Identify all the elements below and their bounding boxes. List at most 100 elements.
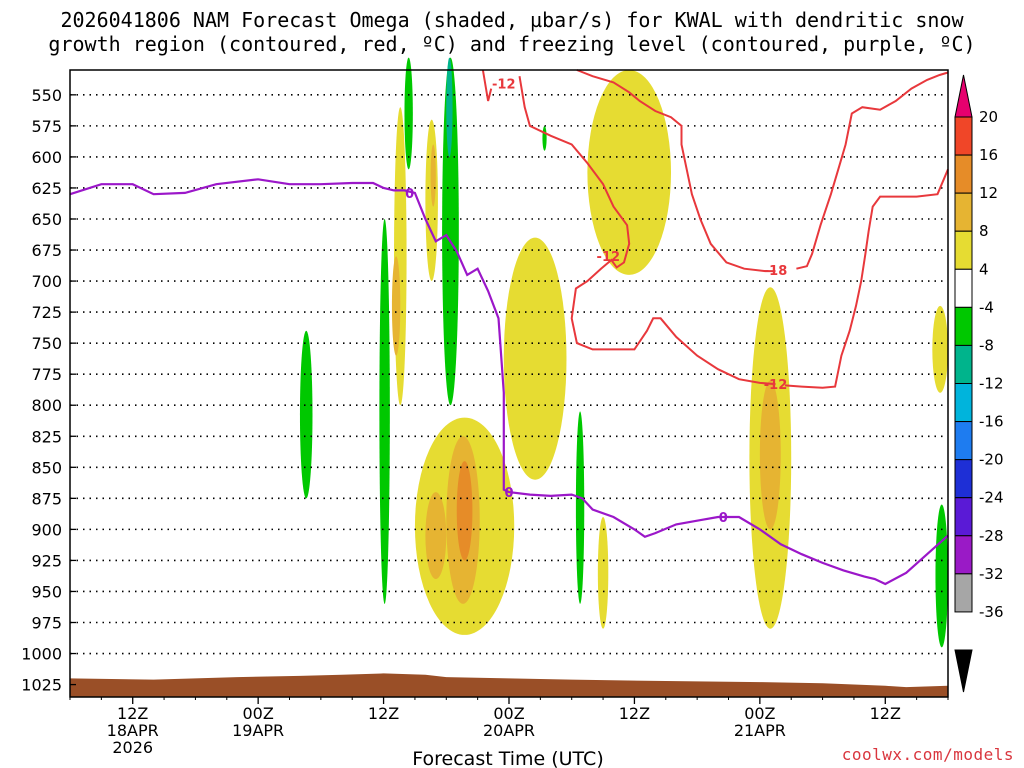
colorbar-bin-16-20	[954, 116, 973, 156]
colorbar-min-arrow	[954, 649, 973, 693]
omega-region-2	[404, 57, 413, 170]
colorbar-bin--32--28	[954, 535, 973, 575]
y-tick-label-975: 975	[31, 614, 62, 633]
y-tick-label-700: 700	[31, 272, 62, 291]
omega-region-3	[442, 57, 459, 406]
colorbar-bin--28--24	[954, 497, 973, 537]
x-tick-label-42-0: 00Z	[493, 704, 524, 723]
dgz-label-3: -12	[764, 378, 788, 393]
freezing-level-line	[69, 178, 949, 586]
omega-region-18	[425, 492, 447, 580]
omega-region-1	[379, 218, 390, 604]
omega-region-6	[575, 411, 585, 604]
dgz-contour-4	[796, 71, 949, 270]
dgz-contour-0	[481, 69, 493, 102]
site-credit: coolwx.com/models	[841, 745, 1014, 764]
y-tick-label-775: 775	[31, 365, 62, 384]
x-tick-label-54-0: 12Z	[619, 704, 650, 723]
colorbar-bin--8--4	[954, 306, 973, 346]
y-tick-label-925: 925	[31, 551, 62, 570]
colorbar-bin--4-4	[954, 268, 973, 308]
y-tick-label-850: 850	[31, 458, 62, 477]
omega-shading	[299, 57, 948, 648]
x-axis-title: Forecast Time (UTC)	[412, 748, 603, 768]
omega-region-11	[503, 237, 567, 480]
colorbar-bin--20--16	[954, 421, 973, 461]
colorbar-bin--36--32	[954, 573, 973, 613]
omega-region-9	[425, 119, 438, 282]
x-tick-label-18-1: 19APR	[232, 721, 284, 740]
x-tick-label-42-1: 20APR	[483, 721, 535, 740]
colorbar-label-16: 16	[979, 146, 998, 164]
terrain-fill	[70, 673, 948, 697]
colorbar: 20 16 12 8 4 -4 -8 -12 -16 -20 -24 -28 -32 -36	[954, 74, 1004, 693]
omega-region-17	[430, 144, 436, 207]
y-tick-label-600: 600	[31, 148, 62, 167]
omega-region-5	[542, 125, 547, 151]
colorbar-label-12: 12	[979, 184, 998, 202]
y-tick-label-950: 950	[31, 582, 62, 601]
y-tick-label-900: 900	[31, 520, 62, 539]
y-tick-label-675: 675	[31, 241, 62, 260]
y-tick-label-575: 575	[31, 117, 62, 136]
colorbar-label--32: -32	[979, 565, 1004, 583]
x-tick-label-6-1: 18APR	[107, 721, 159, 740]
colorbar-label--8: -8	[979, 336, 994, 354]
colorbar-label--16: -16	[979, 413, 1004, 431]
dgz-label-0: -12	[492, 78, 516, 93]
x-tick-label-66-1: 21APR	[734, 721, 786, 740]
freezing-level-label-2: 0	[719, 511, 728, 526]
colorbar-label--36: -36	[979, 603, 1004, 621]
y-tick-label-550: 550	[31, 86, 62, 105]
omega-region-4	[446, 57, 453, 157]
colorbar-label-4: 4	[979, 260, 989, 278]
x-tick-label-6-2: 2026	[112, 738, 153, 757]
y-tick-label-750: 750	[31, 334, 62, 353]
y-tick-label-625: 625	[31, 179, 62, 198]
freezing-level: 0 0 0	[69, 178, 949, 586]
dgz-contour-1	[518, 76, 776, 386]
x-tick-label-66-0: 00Z	[744, 704, 775, 723]
y-tick-label-650: 650	[31, 210, 62, 229]
y-tick-label-1025: 1025	[21, 676, 62, 695]
freezing-level-label-0: 0	[405, 187, 414, 202]
dgz-contour-3	[576, 69, 776, 273]
dgz-label-2: -18	[764, 264, 788, 279]
colorbar-label--24: -24	[979, 489, 1004, 507]
omega-region-7	[935, 504, 948, 648]
omega-region-15	[932, 305, 948, 393]
y-tick-label-1000: 1000	[21, 645, 62, 664]
colorbar-bin--24--20	[954, 459, 973, 499]
colorbar-label--28: -28	[979, 527, 1004, 545]
colorbar-label--4: -4	[979, 298, 994, 316]
x-tick-label-6-0: 12Z	[117, 704, 148, 723]
chart-title-line-1: 2026041806 NAM Forecast Omega (shaded, µ…	[60, 8, 964, 32]
colorbar-bin--12--8	[954, 344, 973, 384]
colorbar-label-8: 8	[979, 222, 989, 240]
dgz-contour-2	[784, 168, 949, 389]
y-tick-label-800: 800	[31, 396, 62, 415]
colorbar-max-arrow	[954, 74, 973, 118]
x-tick-label-78-0: 12Z	[870, 704, 901, 723]
colorbar-bin-4-8	[954, 230, 973, 270]
colorbar-label--12: -12	[979, 375, 1004, 393]
dgz-contours: -12 -12 -18 -12	[481, 69, 949, 393]
axes: 550 575 600 625 650 675 700 725 750 775 800 825 850 8…	[21, 69, 949, 757]
terrain	[70, 673, 948, 697]
y-tick-label-725: 725	[31, 303, 62, 322]
colorbar-bin-8-12	[954, 192, 973, 232]
x-tick-label-18-0: 00Z	[242, 704, 273, 723]
chart-title-line-2: growth region (contoured, red, ºC) and f…	[48, 32, 976, 56]
omega-region-0	[299, 330, 313, 499]
colorbar-bin-12-16	[954, 154, 973, 194]
x-tick-label-30-0: 12Z	[368, 704, 399, 723]
colorbar-label--20: -20	[979, 451, 1004, 469]
dgz-label-1: -12	[597, 250, 621, 265]
freezing-level-label-1: 0	[504, 486, 513, 501]
omega-region-8	[394, 107, 407, 406]
omega-region-16	[391, 256, 401, 356]
y-tick-label-875: 875	[31, 489, 62, 508]
colorbar-label-20: 20	[979, 108, 998, 126]
colorbar-bin--16--12	[954, 383, 973, 423]
